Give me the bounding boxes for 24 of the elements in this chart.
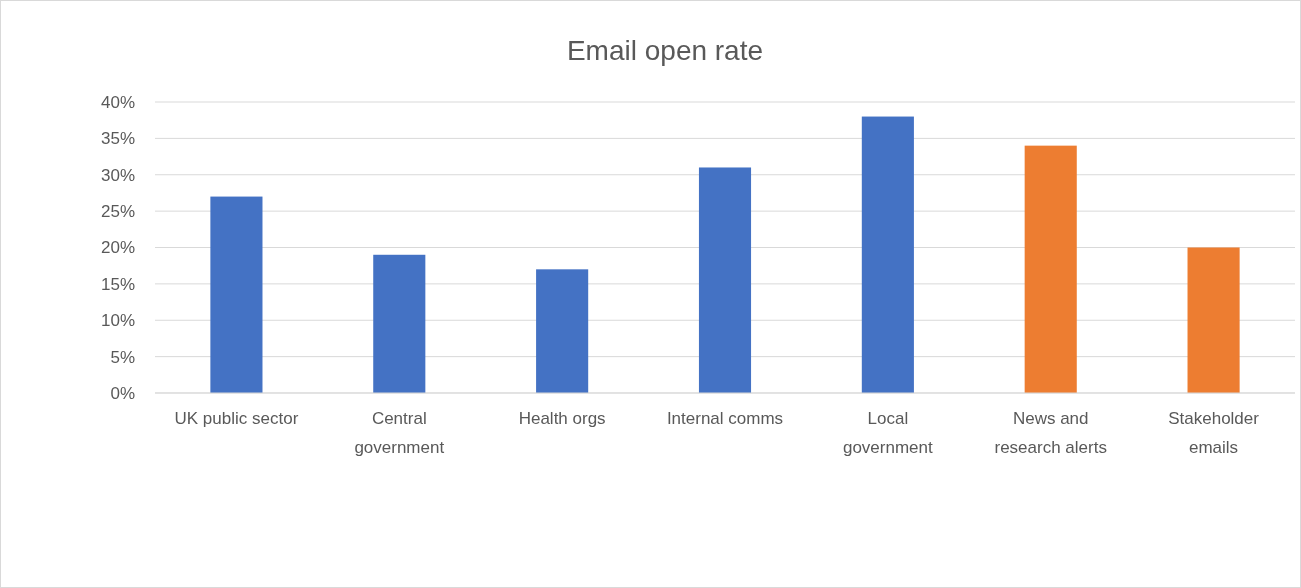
bar [861,116,914,393]
x-tick-label: Local government [842,409,934,457]
y-tick-label: 15% [100,274,135,294]
x-tick-label: News and research alerts [994,409,1107,457]
bar [698,167,752,393]
x-tick-label: Central government [354,409,445,457]
bar [1024,145,1077,393]
chart-title: Email open rate [566,35,764,66]
bar [1187,247,1240,393]
y-tick-label: 30% [100,165,135,185]
y-tick-label: 10% [100,311,135,331]
y-tick-label: 5% [110,347,135,367]
x-tick-label: Stakeholder emails [1168,409,1260,457]
bar [373,254,426,393]
y-tick-label: 40% [100,92,135,112]
x-tick-label: Health orgs [518,409,606,428]
y-tick-label: 0% [110,383,135,403]
bar [210,196,263,393]
bar [536,269,589,393]
x-tick-label: UK public sector [174,409,299,428]
x-tick-label: Internal comms [666,409,784,428]
y-tick-label: 20% [100,238,135,258]
y-tick-label: 35% [100,129,135,149]
y-tick-label: 25% [100,202,135,222]
